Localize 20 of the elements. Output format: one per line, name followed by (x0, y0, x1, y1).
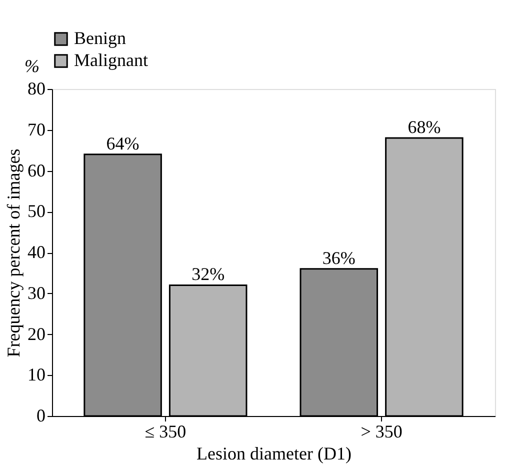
legend-label: Benign (74, 28, 126, 48)
y-tick-label: 60 (28, 160, 46, 180)
x-tick-label: > 350 (360, 422, 402, 442)
data-label: 68% (408, 117, 441, 138)
x-axis-title: Lesion diameter (D1) (196, 444, 352, 464)
legend-label: Malignant (74, 50, 148, 70)
data-label: 64% (106, 133, 140, 154)
y-tick-label: 50 (28, 201, 46, 222)
y-tick-label: 70 (28, 119, 46, 140)
data-label: 32% (192, 264, 225, 284)
y-axis-title: Frequency percent of images (4, 148, 24, 358)
data-label: 36% (322, 248, 356, 268)
y-tick-label: 30 (28, 282, 46, 303)
y-tick-label: 0 (36, 406, 46, 426)
x-tick-label: ≤ 350 (144, 422, 186, 442)
y-tick-label: 20 (28, 324, 46, 344)
y-tick-label: 40 (28, 242, 46, 262)
text: % (24, 56, 40, 76)
y-tick-label: 10 (28, 364, 46, 385)
y-tick-label: 80 (28, 78, 46, 98)
